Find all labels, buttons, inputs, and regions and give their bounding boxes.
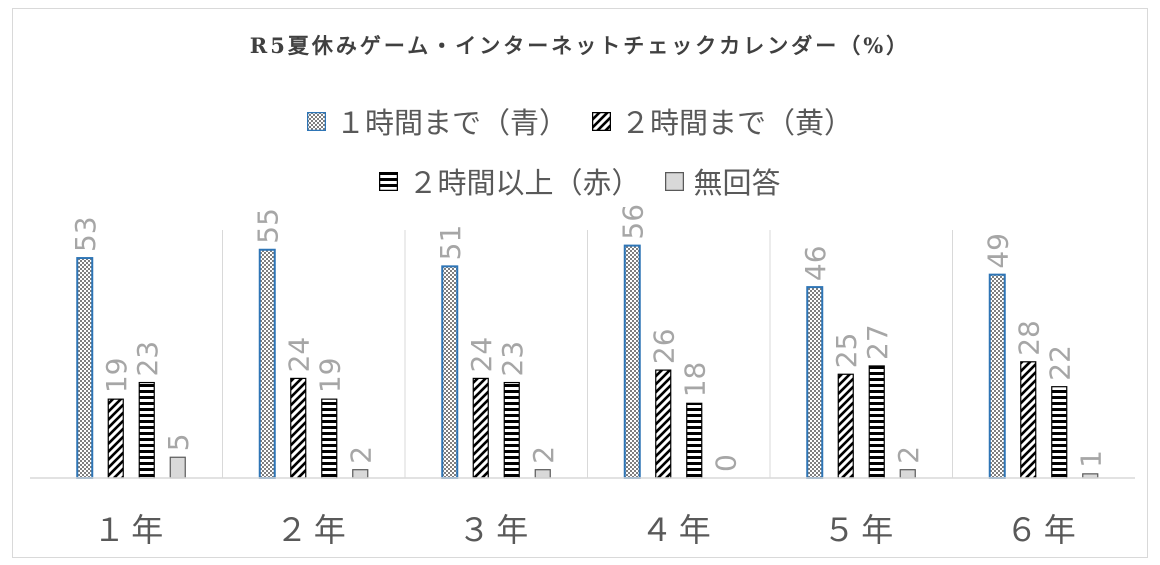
data-label-series-4: 2 [344,446,377,464]
bar-series-3 [321,398,338,479]
bar-series-1 [258,248,276,479]
legend-swatch-checker [306,111,326,131]
legend-swatch-diagonal [592,111,611,131]
legend-item-series-2: ２時間まで（黄） [592,100,853,142]
bar-series-1 [76,257,94,479]
data-label-series-4: 2 [527,446,560,464]
data-label-series-3: 22 [1043,345,1076,381]
bar-series-1 [988,273,1006,479]
legend-label-series-1: １時間まで（青） [335,106,568,140]
category-label: ５年 [823,511,899,549]
bar-series-4 [534,469,551,479]
data-label-series-2: 26 [647,328,680,364]
bar-series-4 [352,469,369,479]
chart-title: R5夏休みゲーム・インターネットチェックカレンダー（%） [249,33,911,58]
value-labels-group: 5319235552419251242325626180462527249282… [69,204,1108,472]
legend-swatch-horizontal [379,171,399,191]
bar-series-3 [686,402,703,479]
legend-label-series-2: ２時間まで（黄） [621,106,854,140]
category-labels-group: １年 ２年 ３年 ４年 ５年 ６年 [93,511,1082,549]
data-label-series-1: 46 [799,245,832,281]
bar-series-1 [806,286,824,479]
bar-series-3 [138,381,155,479]
bar-series-2 [472,377,489,479]
bar-series-4 [169,456,186,479]
bars-group [76,244,1099,479]
data-label-series-4: 1 [1074,450,1107,468]
category-label: ３年 [458,511,534,549]
data-label-series-4: 5 [162,433,195,451]
bar-series-2 [107,398,124,479]
category-dividers [222,230,953,478]
bar-series-1 [441,265,459,479]
bar-series-2 [1020,361,1037,479]
data-label-series-1: 56 [616,204,649,240]
data-label-series-3: 27 [861,324,894,360]
data-label-series-3: 23 [131,341,164,377]
legend-row-1: １時間まで（青） ２時間まで（黄） [0,100,1160,142]
bar-series-1 [623,244,641,479]
bar-series-3 [503,381,520,479]
bar-series-3 [868,365,885,479]
data-label-series-2: 28 [1012,320,1045,356]
data-label-series-2: 25 [830,333,863,369]
legend-swatch-solid [664,171,684,191]
data-label-series-2: 19 [100,358,133,394]
data-label-series-2: 24 [282,337,315,373]
data-label-series-3: 19 [313,358,346,394]
data-label-series-1: 49 [981,233,1014,269]
data-label-series-2: 24 [465,337,498,373]
data-label-series-1: 55 [251,208,284,244]
bar-series-2 [655,369,672,479]
legend-label-series-4: 無回答 [693,166,781,200]
legend-label-series-3: ２時間以上（赤） [408,166,641,200]
data-label-series-1: 53 [69,216,102,252]
data-label-series-4: 2 [892,446,925,464]
bar-series-2 [837,373,854,479]
category-label: ６年 [1006,511,1082,549]
legend-item-series-4: 無回答 [664,160,781,202]
data-label-series-1: 51 [434,225,467,261]
bar-series-2 [290,377,307,479]
legend-row-2: ２時間以上（赤） 無回答 [0,160,1160,202]
data-label-series-3: 18 [678,362,711,398]
legend-item-series-3: ２時間以上（赤） [379,160,641,202]
category-label: １年 [93,511,169,549]
data-label-series-4: 0 [709,454,742,472]
bar-series-4 [899,469,916,479]
data-label-series-3: 23 [496,341,529,377]
category-label: ４年 [641,511,717,549]
chart-frame [12,8,1148,558]
legend-item-series-1: １時間まで（青） [306,100,568,142]
bar-series-3 [1051,386,1068,479]
category-label: ２年 [276,511,352,549]
